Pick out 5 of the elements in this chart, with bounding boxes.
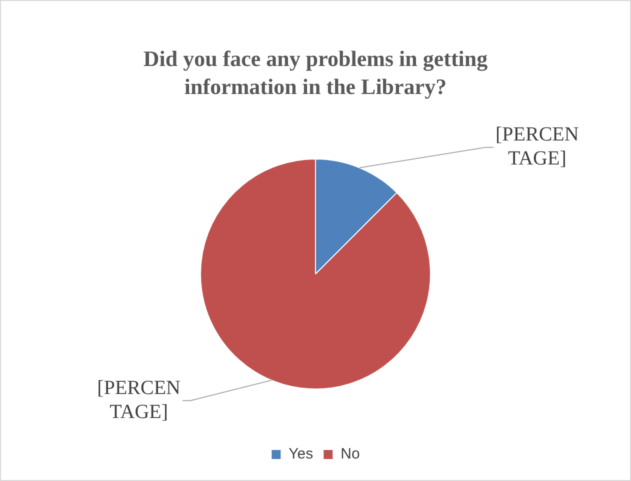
legend-label: No: [340, 446, 360, 463]
chart-title: Did you face any problems in getting information in the Library?: [142, 45, 489, 101]
legend-label: Yes: [288, 446, 314, 463]
data-label: [PERCENTAGE]: [97, 376, 180, 423]
data-label: [PERCENTAGE]: [496, 124, 579, 170]
